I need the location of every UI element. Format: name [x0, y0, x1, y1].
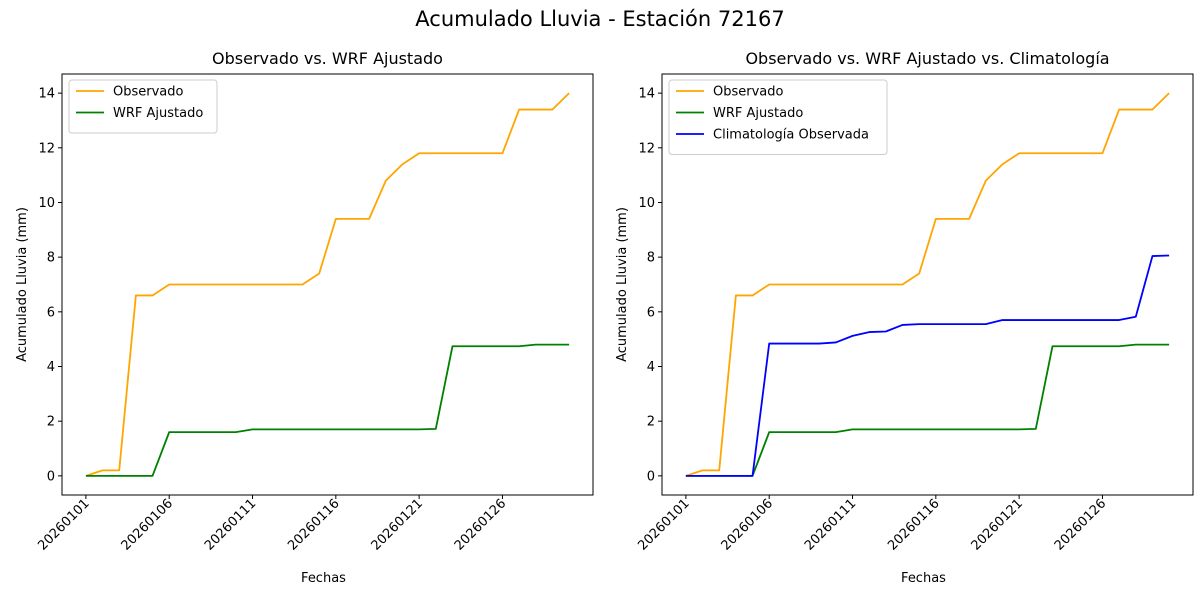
y-tick-label: 2 [47, 415, 55, 430]
y-tick-label: 10 [638, 196, 655, 211]
x-tick-label: 20260106 [719, 496, 776, 553]
y-tick-label: 8 [647, 251, 655, 266]
x-tick-label: 20260111 [202, 496, 259, 553]
x-tick-label: 20260116 [285, 496, 342, 553]
y-tick-label: 0 [47, 469, 55, 484]
chart-panel-left: Observado vs. WRF Ajustado 0 2 4 6 8 10 12 14 202… [15, 49, 594, 586]
y-tick-label: 12 [38, 141, 55, 156]
y-tick-label: 8 [47, 251, 55, 266]
plot-frame [61, 73, 594, 496]
x-tick-label: 20260106 [119, 496, 176, 553]
legend-label: Observado [113, 85, 184, 100]
x-tick-label: 20260126 [1052, 496, 1109, 553]
figure-title: Acumulado Lluvia - Estación 72167 [415, 7, 785, 31]
series-line-climatolog-a-observada [685, 254, 1170, 477]
series-line-wrf-ajustado [685, 343, 1170, 477]
x-tick-label: 20260101 [35, 496, 92, 553]
y-axis-label: Acumulado Lluvia (mm) [15, 207, 30, 362]
y-tick-label: 0 [647, 469, 655, 484]
chart-title: Observado vs. WRF Ajustado vs. Climatolo… [745, 49, 1109, 68]
chart-title: Observado vs. WRF Ajustado [212, 49, 443, 68]
y-tick-label: 14 [638, 87, 655, 102]
y-tick-label: 14 [38, 87, 55, 102]
x-tick-label: 20260111 [802, 496, 859, 553]
y-tick-label: 4 [647, 360, 655, 375]
x-tick-label: 20260101 [635, 496, 692, 553]
y-tick-label: 6 [47, 305, 55, 320]
x-tick-label: 20260121 [969, 496, 1026, 553]
x-axis-label: Fechas [301, 571, 346, 586]
legend-label: Climatología Observada [713, 128, 869, 143]
chart-panel-right: Observado vs. WRF Ajustado vs. Climatolo… [615, 49, 1194, 586]
x-tick-label: 20260126 [452, 496, 509, 553]
x-tick-label: 20260116 [885, 496, 942, 553]
legend-label: WRF Ajustado [113, 106, 203, 121]
y-tick-label: 2 [647, 415, 655, 430]
series-line-observado [85, 92, 570, 477]
x-axis-label: Fechas [901, 571, 946, 586]
y-axis-label: Acumulado Lluvia (mm) [615, 207, 630, 362]
series-line-wrf-ajustado [85, 343, 570, 477]
y-tick-label: 12 [638, 141, 655, 156]
legend-box [68, 79, 218, 134]
y-tick-label: 6 [647, 305, 655, 320]
x-tick-label: 20260121 [369, 496, 426, 553]
legend-label: Observado [713, 85, 784, 100]
legend-box [668, 79, 888, 155]
legend-label: WRF Ajustado [713, 106, 803, 121]
series-line-observado [685, 92, 1170, 477]
y-tick-label: 4 [47, 360, 55, 375]
plot-frame [661, 73, 1194, 496]
y-tick-label: 10 [38, 196, 55, 211]
